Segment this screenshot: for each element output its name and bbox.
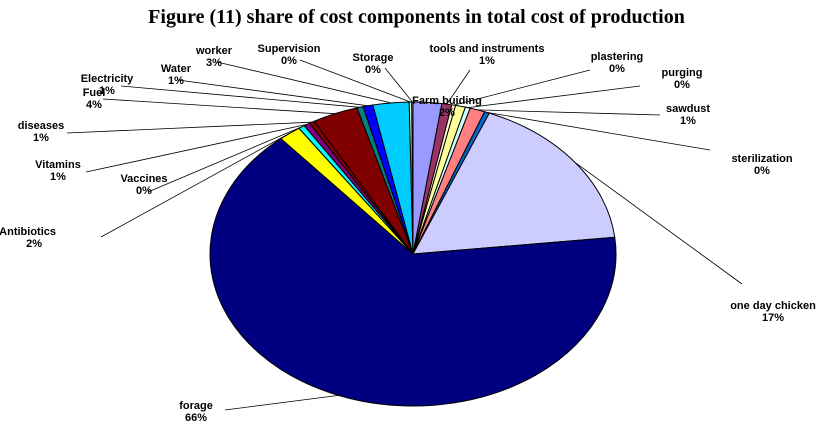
label-vaccines: Vaccines (120, 173, 167, 185)
label-supervision: Supervision (258, 43, 321, 55)
leader-line-diseases (66, 121, 312, 134)
label-storage: Storage (353, 52, 394, 64)
pct-forage: 66% (185, 412, 207, 424)
label-vitamins: Vitamins (35, 159, 81, 171)
leader-line-purging (467, 85, 641, 108)
slice-forage (209, 137, 617, 407)
label-purging: purging (662, 67, 703, 79)
pct-plastering: 0% (609, 63, 625, 75)
pct-worker: 3% (206, 57, 222, 69)
leader-line-vaccines (147, 126, 302, 193)
label-antibiotics: Antibiotics (0, 226, 56, 238)
label-tools-and-instruments: tools and instruments (430, 43, 545, 55)
leader-line-water (177, 79, 369, 107)
slice-one-day-chicken (412, 112, 616, 255)
pct-supervision: 0% (281, 55, 297, 67)
leader-line-antibiotics (100, 132, 290, 238)
leader-line-worker (216, 61, 392, 104)
leader-line-supervision (299, 59, 411, 103)
label-forage: forage (179, 400, 213, 412)
pct-antibiotics: 2% (26, 238, 42, 250)
pct-electricity: 1% (99, 85, 115, 97)
leader-line-plastering (453, 69, 591, 106)
pct-water: 1% (168, 75, 184, 87)
pie-slices (209, 101, 617, 407)
label-farm-buiding: Farm buiding (412, 95, 482, 107)
leader-line-vitamins (85, 124, 307, 173)
leader-line-fuel (102, 98, 336, 115)
label-water: Water (161, 63, 192, 75)
label-plastering: plastering (591, 51, 644, 63)
pct-diseases: 1% (33, 132, 49, 144)
pct-one-day-chicken: 17% (762, 312, 784, 324)
label-electricity: Electricity (81, 73, 134, 85)
leader-line-storage (384, 67, 413, 103)
pct-vaccines: 0% (136, 185, 152, 197)
pct-storage: 0% (365, 64, 381, 76)
pct-purging: 0% (674, 79, 690, 91)
label-fuel: Fuel (83, 87, 106, 99)
leader-line-sawdust (477, 109, 661, 116)
pct-vitamins: 1% (50, 171, 66, 183)
pct-tools-and-instruments: 1% (479, 55, 495, 67)
leader-line-tools-and-instruments (446, 69, 471, 105)
leader-line-sterilization (486, 112, 711, 151)
pct-sterilization: 0% (754, 165, 770, 177)
leader-line-farm-buiding (427, 102, 438, 105)
leader-line-electricity (120, 85, 361, 108)
label-diseases: diseases (18, 120, 64, 132)
label-sawdust: sawdust (666, 103, 710, 115)
pct-sawdust: 1% (680, 115, 696, 127)
pct-farm-buiding: 2% (439, 107, 455, 119)
pct-fuel: 4% (86, 99, 102, 111)
label-one-day-chicken: one day chicken (730, 300, 816, 312)
leader-line-one-day-chicken (574, 161, 743, 285)
label-worker: worker (195, 45, 233, 57)
leader-line-forage (224, 395, 339, 411)
label-sterilization: sterilization (731, 153, 792, 165)
chart-title: Figure (11) share of cost components in … (148, 6, 685, 28)
